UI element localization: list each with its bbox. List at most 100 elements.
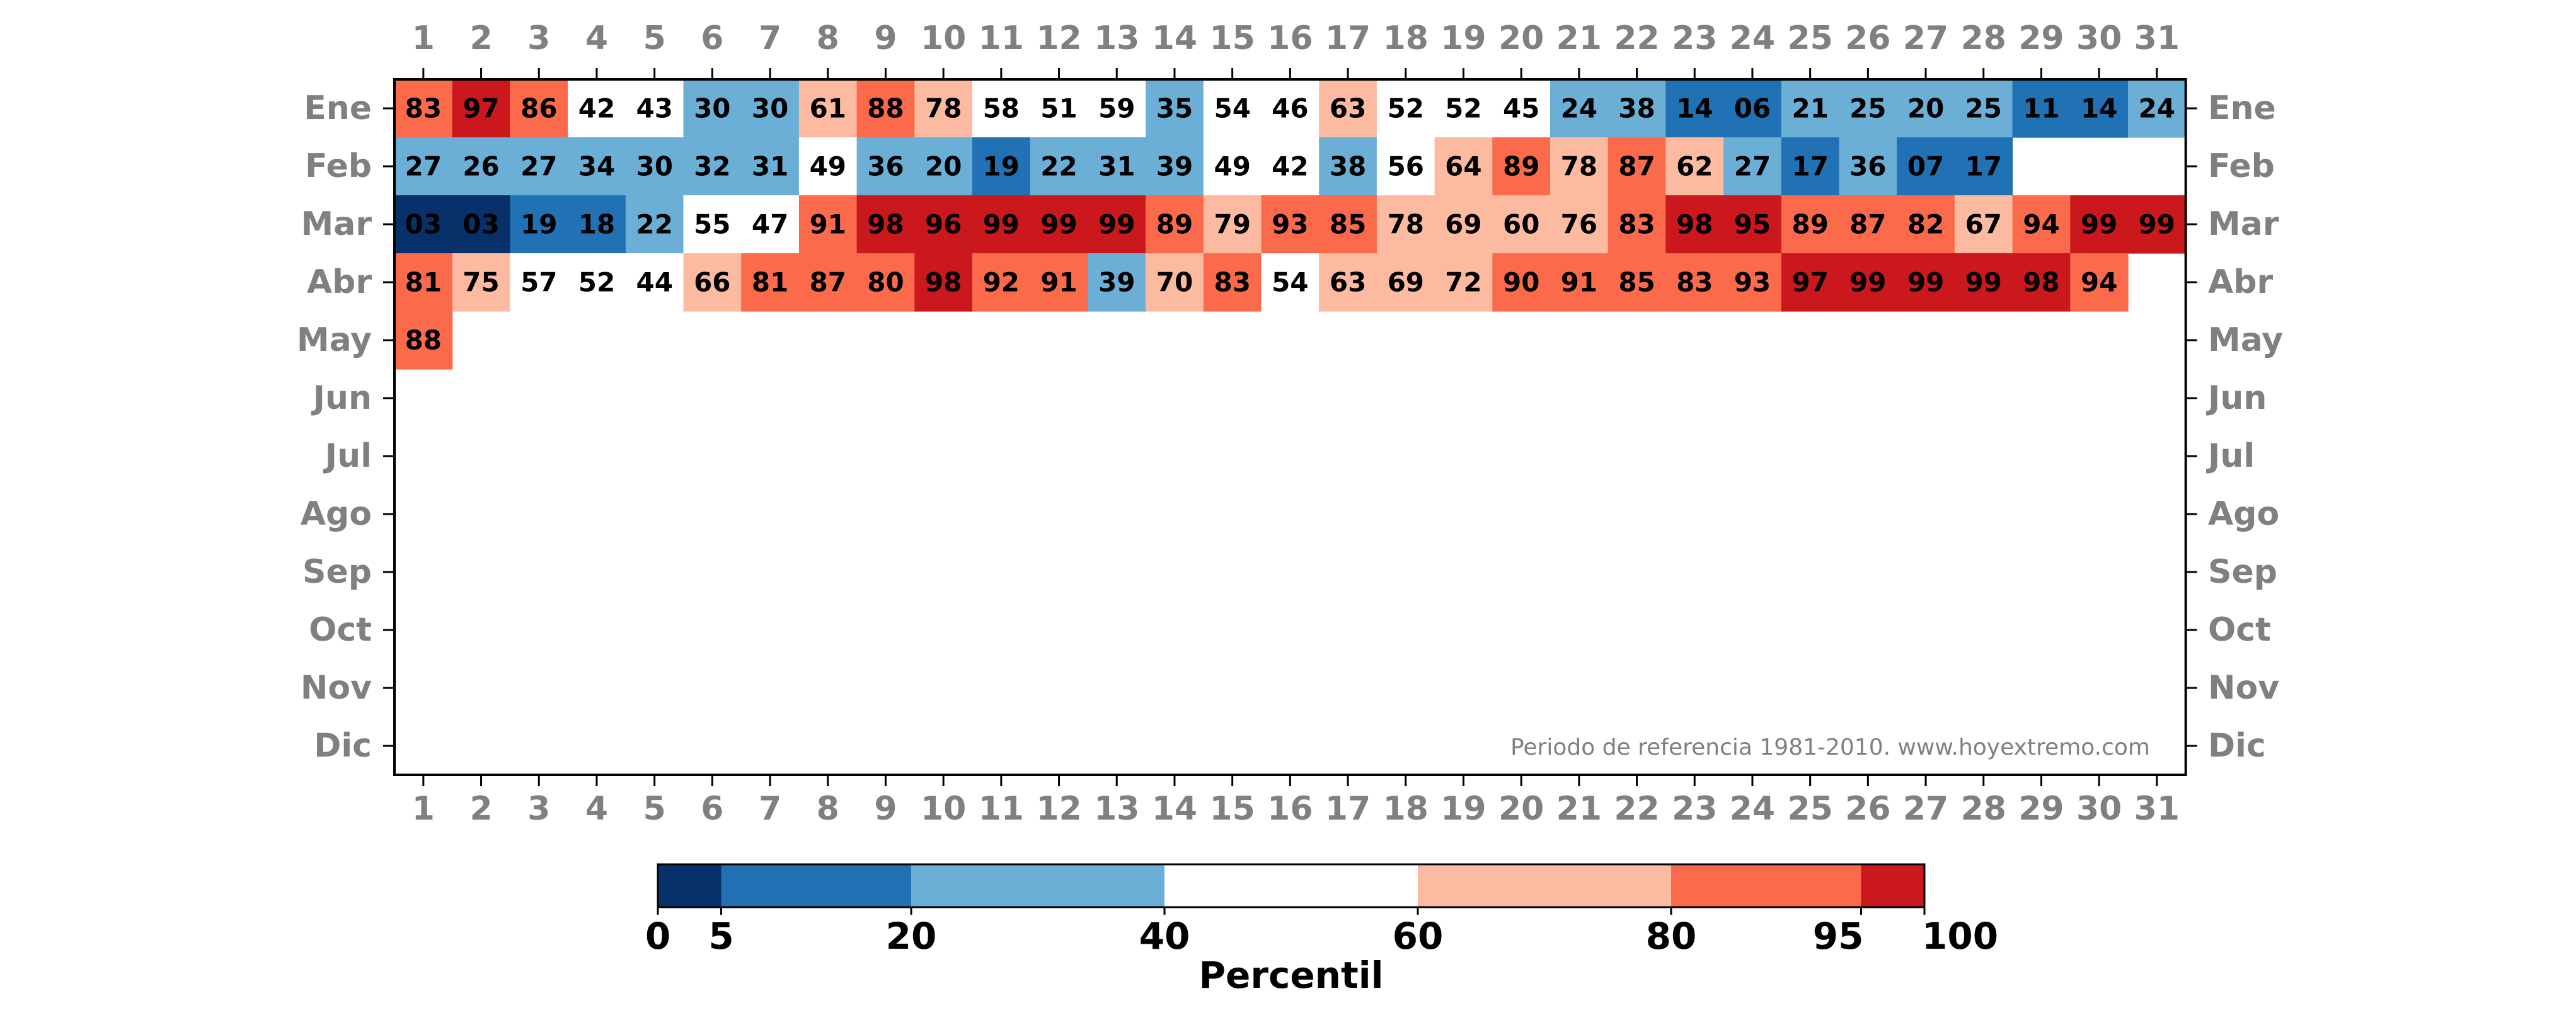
x-tick-label-bottom: 14 bbox=[1152, 790, 1197, 828]
heatmap-cell bbox=[1319, 137, 1377, 196]
heatmap-cell bbox=[914, 253, 973, 312]
cell-value: 97 bbox=[463, 93, 499, 124]
x-tick-label-bottom: 22 bbox=[1614, 790, 1659, 828]
cell-value: 38 bbox=[1618, 93, 1655, 124]
heatmap-cell bbox=[568, 253, 626, 312]
heatmap-cell bbox=[1088, 253, 1146, 312]
x-tick-label-top: 4 bbox=[585, 20, 608, 57]
x-tick-label-top: 23 bbox=[1672, 20, 1717, 57]
cell-value: 20 bbox=[1907, 93, 1944, 124]
colorbar-segment bbox=[721, 864, 912, 907]
x-tick-label-top: 28 bbox=[1961, 20, 2006, 57]
cell-value: 81 bbox=[752, 267, 788, 298]
x-tick-label-top: 25 bbox=[1787, 20, 1832, 57]
colorbar-tick-label: 80 bbox=[1646, 915, 1697, 958]
x-tick-label-top: 6 bbox=[701, 20, 723, 57]
y-tick-label-left: Jun bbox=[311, 379, 372, 417]
cell-value: 83 bbox=[1214, 267, 1250, 298]
heatmap-cell bbox=[1319, 195, 1377, 254]
y-tick-label-right: Dic bbox=[2208, 727, 2266, 765]
x-tick-label-bottom: 27 bbox=[1903, 790, 1948, 828]
heatmap-cell bbox=[1146, 79, 1204, 138]
heatmap-cell bbox=[1261, 195, 1320, 254]
cell-value: 58 bbox=[983, 93, 1020, 124]
heatmap-cell bbox=[1897, 137, 1955, 196]
heatmap-cell bbox=[1376, 137, 1435, 196]
x-tick-label-bottom: 30 bbox=[2076, 790, 2122, 828]
cell-value: 35 bbox=[1156, 93, 1193, 124]
heatmap-cell bbox=[1897, 195, 1955, 254]
heatmap-cell bbox=[510, 195, 568, 254]
cell-value: 98 bbox=[1676, 209, 1713, 240]
heatmap-cell bbox=[683, 253, 742, 312]
cell-value: 07 bbox=[1907, 151, 1944, 182]
cell-value: 94 bbox=[2081, 267, 2117, 298]
x-tick-label-bottom: 11 bbox=[979, 790, 1024, 828]
heatmap-cell bbox=[1434, 253, 1493, 312]
cell-value: 98 bbox=[2023, 267, 2059, 298]
heatmap-cell bbox=[1261, 79, 1320, 138]
heatmap-cell bbox=[741, 137, 800, 196]
cell-value: 27 bbox=[520, 151, 557, 182]
heatmap-cell bbox=[2128, 79, 2187, 138]
heatmap-cell bbox=[798, 253, 858, 312]
x-tick-label-bottom: 28 bbox=[1961, 790, 2006, 828]
heatmap-cell bbox=[1781, 195, 1840, 254]
heatmap-cell bbox=[798, 79, 858, 138]
cell-value: 52 bbox=[1445, 93, 1481, 124]
heatmap-cell bbox=[1030, 195, 1088, 254]
heatmap-cell bbox=[394, 79, 453, 138]
cell-value: 32 bbox=[694, 151, 730, 182]
heatmap-cell bbox=[856, 79, 915, 138]
y-tick-label-right: Oct bbox=[2208, 611, 2271, 649]
cell-value: 91 bbox=[1040, 267, 1077, 298]
x-tick-label-top: 21 bbox=[1556, 20, 1602, 57]
cell-value: 67 bbox=[1965, 209, 2002, 240]
cell-value: 63 bbox=[1330, 93, 1366, 124]
y-tick-label-right: Nov bbox=[2208, 669, 2279, 707]
cell-value: 83 bbox=[405, 93, 442, 124]
heatmap-cell bbox=[1550, 137, 1609, 196]
heatmap-cell bbox=[1203, 79, 1262, 138]
cell-value: 64 bbox=[1445, 151, 1481, 182]
heatmap-cell bbox=[1088, 79, 1146, 138]
x-tick-label-top: 20 bbox=[1498, 20, 1544, 57]
heatmap-cell bbox=[1781, 79, 1840, 138]
cell-value: 21 bbox=[1791, 93, 1828, 124]
cell-value: 98 bbox=[867, 209, 904, 240]
heatmap-cell bbox=[1203, 137, 1262, 196]
colorbar-label: Percentil bbox=[1199, 954, 1384, 997]
y-tick-label-right: Abr bbox=[2208, 263, 2273, 301]
x-tick-label-top: 16 bbox=[1267, 20, 1313, 57]
x-tick-label-top: 30 bbox=[2076, 20, 2122, 57]
heatmap-cell bbox=[683, 195, 742, 254]
heatmap-cell bbox=[1492, 253, 1551, 312]
axis-ticks: 1122334455667788991010111112121313141415… bbox=[297, 20, 2283, 828]
cell-value: 99 bbox=[1849, 267, 1886, 298]
cell-value: 39 bbox=[1098, 267, 1135, 298]
y-tick-label-left: Nov bbox=[301, 669, 372, 707]
cell-value: 17 bbox=[1791, 151, 1828, 182]
x-tick-label-top: 26 bbox=[1845, 20, 1890, 57]
y-tick-label-left: Mar bbox=[301, 205, 372, 243]
cell-value: 75 bbox=[463, 267, 499, 298]
heatmap-cell bbox=[798, 195, 858, 254]
y-tick-label-left: Ago bbox=[301, 495, 372, 533]
cell-value: 80 bbox=[867, 267, 904, 298]
cell-value: 14 bbox=[2081, 93, 2117, 124]
heatmap-cell bbox=[1607, 137, 1666, 196]
colorbar-tick-label: 0 bbox=[645, 915, 670, 958]
heatmap-cell bbox=[510, 137, 568, 196]
x-tick-label-top: 8 bbox=[817, 20, 839, 57]
heatmap-cell bbox=[1146, 253, 1204, 312]
heatmap-cell bbox=[394, 253, 453, 312]
heatmap-cell bbox=[1492, 79, 1551, 138]
x-tick-label-top: 10 bbox=[921, 20, 966, 57]
heatmap-cell bbox=[510, 79, 568, 138]
heatmap-cell bbox=[1376, 253, 1435, 312]
heatmap-cell bbox=[625, 137, 684, 196]
cell-value: 99 bbox=[983, 209, 1020, 240]
heatmap-cell bbox=[1030, 137, 1088, 196]
heatmap-cell bbox=[510, 253, 568, 312]
